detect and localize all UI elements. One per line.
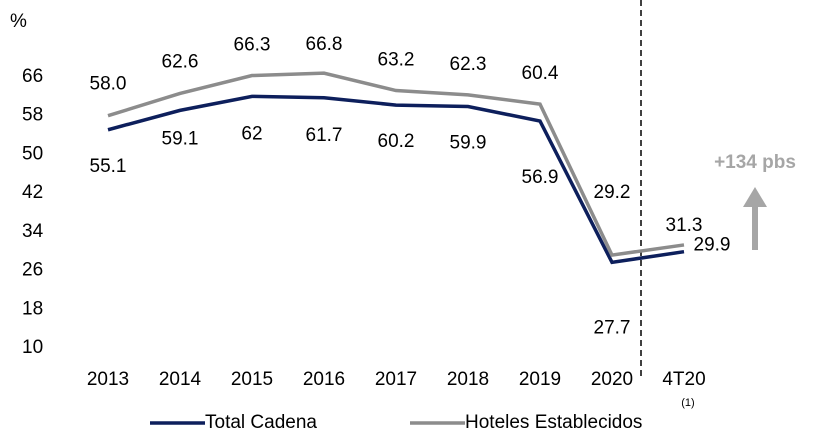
data-label: 66.8 [306, 34, 343, 55]
data-label: 60.4 [522, 63, 559, 84]
annotation: +134 pbs [714, 152, 796, 173]
data-label: 29.2 [594, 182, 631, 203]
x-tick-label: 2016 [303, 369, 345, 390]
x-tick-label: 2015 [231, 369, 273, 390]
data-label: 56.9 [522, 167, 559, 188]
data-label: 66.3 [234, 35, 271, 56]
data-label: 62 [241, 123, 262, 144]
legend-note: (1) [681, 397, 694, 409]
series-line [107, 94, 685, 265]
data-label: 61.7 [306, 125, 343, 146]
y-tick-label: 42 [22, 182, 43, 203]
x-tick-label: 2014 [159, 369, 202, 390]
arrow-head [743, 187, 767, 207]
y-tick-label: 58 [22, 105, 43, 126]
y-tick-label: 34 [22, 221, 44, 242]
data-label: 59.9 [450, 133, 487, 154]
data-label: 27.7 [594, 317, 631, 338]
data-label: 60.2 [378, 131, 415, 152]
data-label: 59.1 [162, 128, 199, 149]
y-axis-label: % [10, 11, 27, 32]
data-label: 62.3 [450, 54, 487, 75]
data-label: 62.6 [162, 51, 199, 72]
data-label: 63.2 [378, 50, 415, 71]
x-tick-label: 2013 [87, 369, 129, 390]
data-label: 55.1 [90, 156, 127, 177]
x-tick-label: 4T20 [662, 369, 705, 390]
data-label: 31.3 [666, 215, 703, 236]
data-label: 29.9 [694, 235, 731, 256]
data-label: 58.0 [90, 74, 127, 95]
legend-label: Total Cadena [205, 412, 317, 433]
x-tick-label: 2017 [375, 369, 417, 390]
legend-label: Hoteles Establecidos [465, 412, 642, 433]
x-tick-label: 2019 [519, 369, 561, 390]
y-tick-label: 26 [22, 260, 43, 281]
y-tick-label: 66 [22, 66, 43, 87]
y-tick-label: 10 [22, 337, 43, 358]
series-line [107, 71, 685, 257]
x-tick-label: 2020 [591, 369, 633, 390]
y-tick-label: 18 [22, 298, 43, 319]
y-tick-label: 50 [22, 143, 43, 164]
x-tick-label: 2018 [447, 369, 489, 390]
